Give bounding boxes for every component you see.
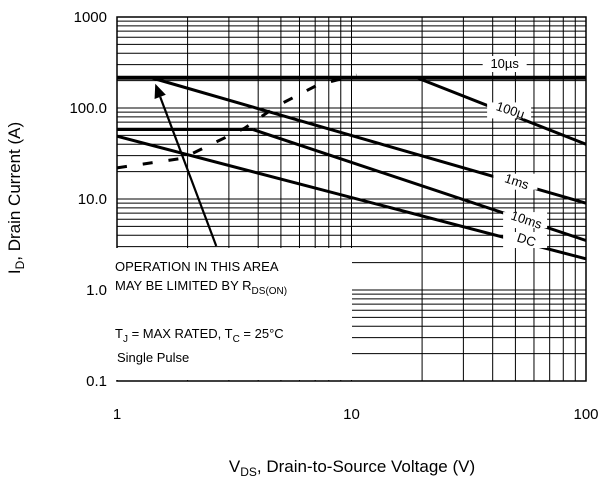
x-axis-title: VDS, Drain-to-Source Voltage (V)	[229, 457, 475, 479]
annotation-line-1: OPERATION IN THIS AREA	[115, 259, 279, 274]
series-label-2: 1ms	[503, 170, 531, 192]
label-mask	[503, 232, 548, 249]
x-tick-label: 10	[343, 406, 360, 423]
x-tick-label: 1	[113, 406, 121, 423]
plot-border	[116, 16, 587, 382]
label-mask	[482, 56, 527, 73]
y-tick-label: 0.1	[86, 373, 107, 390]
series-label-1: 100µ	[494, 99, 527, 122]
series-label-4: DC	[515, 230, 537, 250]
y-tick-label: 100.0	[69, 100, 107, 117]
series-label-0: 10µs	[490, 56, 519, 71]
annotation-box: OPERATION IN THIS AREA MAY BE LIMITED BY…	[112, 248, 352, 380]
label-mask	[487, 102, 532, 119]
single-pulse-note: Single Pulse	[117, 350, 189, 365]
tick-labels: 1 10 100 0.1 1.0 10.0 100.0 1000	[69, 9, 598, 423]
y-axis-title: ID, Drain Current (A)	[5, 122, 27, 274]
y-tick-label: 1000	[74, 9, 107, 26]
annotation-line-2: MAY BE LIMITED BY RDS(ON)	[115, 278, 287, 297]
tj-tc-condition: TJ = MAX RATED, TC = 25°C	[115, 326, 284, 345]
y-tick-label: 1.0	[86, 282, 107, 299]
label-mask	[503, 212, 548, 229]
label-mask	[493, 173, 538, 190]
rds-limit-line	[116, 73, 357, 170]
plot-frame	[116, 16, 587, 382]
series-label-3: 10ms	[509, 208, 544, 232]
y-tick-label: 10.0	[78, 191, 107, 208]
x-tick-label: 100	[573, 406, 598, 423]
rds-limit-arrow	[154, 83, 218, 247]
